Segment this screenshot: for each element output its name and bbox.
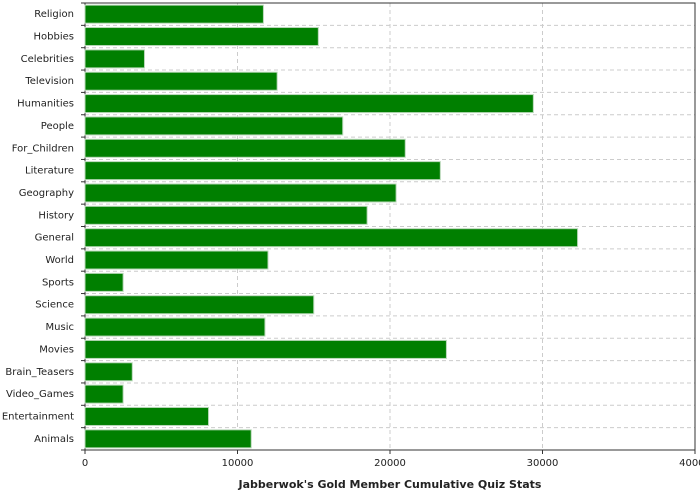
y-tick-label: Literature xyxy=(25,166,74,177)
y-tick-label: General xyxy=(35,233,74,244)
y-tick-label: People xyxy=(41,121,74,132)
y-tick-label: Science xyxy=(35,300,74,311)
y-tick-label: For_Children xyxy=(12,143,74,154)
bar xyxy=(84,205,368,225)
bar xyxy=(84,49,145,69)
bar xyxy=(84,317,266,337)
y-tick-label: Music xyxy=(46,322,74,333)
y-tick-label: Hobbies xyxy=(34,32,74,43)
bar xyxy=(84,406,210,426)
bar xyxy=(84,295,315,315)
bar xyxy=(84,272,124,292)
y-tick-label: Video_Games xyxy=(6,389,74,400)
y-tick-label: World xyxy=(45,255,74,266)
y-tick-label: Movies xyxy=(39,344,74,355)
bar xyxy=(84,138,406,158)
bar xyxy=(84,116,344,136)
plot-frame xyxy=(84,2,696,451)
y-tick-label: Brain_Teasers xyxy=(5,367,74,378)
y-tick-label: Celebrities xyxy=(21,54,74,65)
bar xyxy=(84,228,579,248)
bar xyxy=(84,94,534,114)
bar xyxy=(84,429,252,449)
bar xyxy=(84,161,441,181)
bar xyxy=(84,362,133,382)
y-tick-label: Entertainment xyxy=(2,411,74,422)
y-tick-label: Humanities xyxy=(17,99,74,110)
x-tick-label: 0 xyxy=(82,458,88,469)
x-tick-label: 30000 xyxy=(527,458,559,469)
bar xyxy=(84,250,269,270)
bar xyxy=(84,4,264,24)
y-tick-label: Sports xyxy=(42,277,74,288)
x-tick-label: 10000 xyxy=(222,458,254,469)
bar xyxy=(84,71,278,91)
x-tick-label: 40000 xyxy=(679,458,700,469)
bar xyxy=(84,183,397,203)
bar xyxy=(84,384,124,404)
bar xyxy=(84,27,319,47)
y-tick-label: History xyxy=(38,210,74,221)
y-tick-label: Animals xyxy=(34,434,74,445)
y-tick-label: Geography xyxy=(19,188,74,199)
y-tick-label: Television xyxy=(24,76,74,87)
bar xyxy=(84,339,447,359)
x-tick-label: 20000 xyxy=(374,458,406,469)
y-tick-label: Religion xyxy=(34,9,74,20)
x-axis-title: Jabberwok's Gold Member Cumulative Quiz … xyxy=(238,478,542,491)
